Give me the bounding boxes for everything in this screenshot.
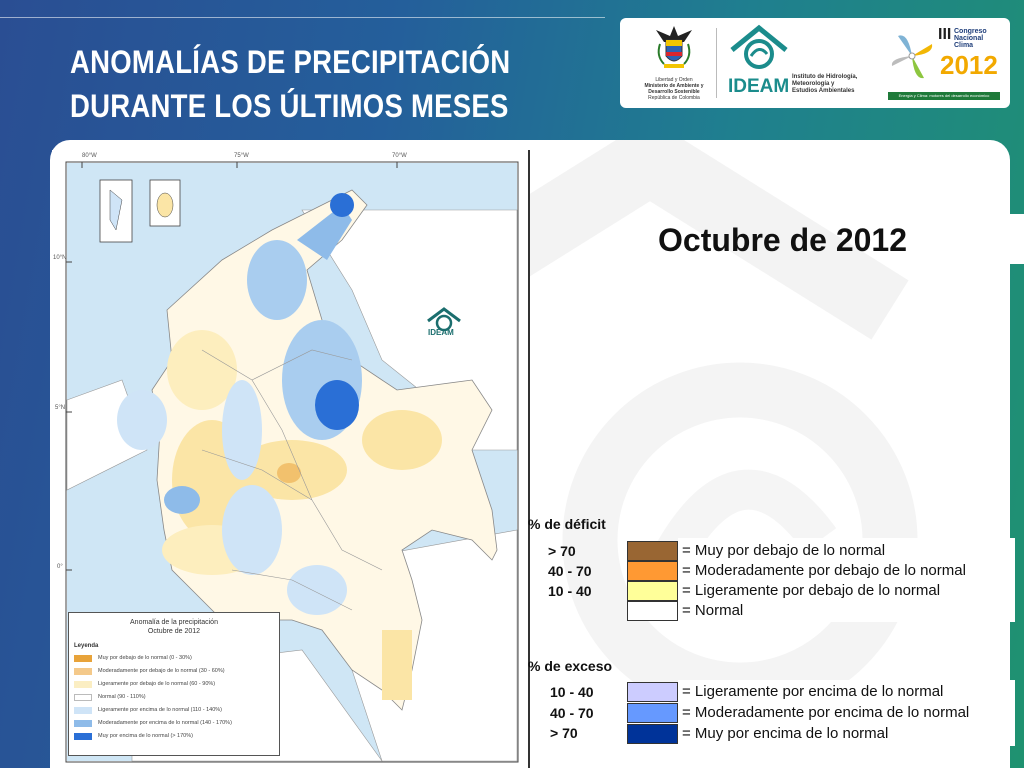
ministry-logo: Libertad y Orden Ministerio de Ambiente … xyxy=(634,22,714,106)
deficit-swatch xyxy=(627,561,678,581)
congress-line-3: Clima xyxy=(954,42,974,49)
excess-zone-7 xyxy=(287,565,347,615)
logo-bar: Libertad y Orden Ministerio de Ambiente … xyxy=(620,18,1010,108)
inner-legend-label: Normal (90 - 110%) xyxy=(98,694,146,700)
inner-legend-title: Anomalía de la precipitación xyxy=(130,619,218,626)
period-title: Octubre de 2012 xyxy=(658,222,907,258)
page-title: ANOMALÍAS DE PRECIPITACIÓN DURANTE LOS Ú… xyxy=(70,40,534,128)
colombia-anomaly-map xyxy=(65,161,519,763)
inner-legend-swatch xyxy=(74,681,92,688)
congress-tagline: Energía y Clima: motores del desarrollo … xyxy=(888,92,1000,100)
excess-swatch xyxy=(627,682,678,702)
title-line-1: ANOMALÍAS DE PRECIPITACIÓN xyxy=(70,44,511,80)
congress-roman: III xyxy=(938,26,952,43)
excess-swatch xyxy=(627,724,678,744)
map-ideam-label: IDEAM xyxy=(428,328,454,337)
excess-label-2: = Moderadamente por encima de lo normal xyxy=(682,704,970,721)
tick-lat-3: 0° xyxy=(57,564,63,570)
congress-line-1: Congreso xyxy=(954,28,987,35)
inner-legend-header: Leyenda xyxy=(74,643,99,649)
deficit-zone-5 xyxy=(277,463,301,483)
inner-legend-swatch xyxy=(74,655,92,662)
inner-legend-label: Moderadamente por encima de lo normal (1… xyxy=(98,720,232,726)
title-line-2: DURANTE LOS ÚLTIMOS MESES xyxy=(70,88,509,124)
congress-name: Congreso Nacional Clima xyxy=(954,28,987,49)
tick-lon-1: 80°W xyxy=(82,153,97,159)
excess-zone-5 xyxy=(222,485,282,575)
deficit-range-1: > 70 xyxy=(548,543,576,559)
deficit-swatch xyxy=(627,541,678,561)
congress-line-2: Nacional xyxy=(954,35,984,42)
excess-zone-1 xyxy=(297,205,352,260)
excess-swatch xyxy=(627,703,678,723)
excess-zone-4 xyxy=(222,380,262,480)
logo-divider xyxy=(716,28,717,98)
inner-legend-label: Ligeramente por debajo de lo normal (60 … xyxy=(98,681,216,687)
inset-san-andres xyxy=(99,179,133,243)
ideam-desc-line-3: Estudios Ambientales xyxy=(792,88,855,94)
deficit-zone-1 xyxy=(167,330,237,410)
inner-legend-label: Muy por debajo de lo normal (0 - 30%) xyxy=(98,655,192,661)
inner-legend-swatch xyxy=(74,707,92,714)
deficit-legend-title: % de déficit xyxy=(528,516,606,532)
excess-range-2: 40 - 70 xyxy=(550,705,594,721)
inner-legend-swatch xyxy=(74,694,92,701)
deficit-label-3: = Ligeramente por debajo de lo normal xyxy=(682,582,941,599)
excess-zone-8 xyxy=(117,390,167,450)
ideam-desc-line-2: Meteorología y xyxy=(792,81,835,87)
tick-lon-2: 75°W xyxy=(234,153,249,159)
deficit-label-2: = Moderadamente por debajo de lo normal xyxy=(682,562,966,579)
ministry-line-3: Desarrollo Sostenible xyxy=(648,89,700,95)
deficit-range-2: 40 - 70 xyxy=(548,563,592,579)
map-ideam-icon xyxy=(427,307,461,332)
tick-lon-3: 70°W xyxy=(392,153,407,159)
excess-legend-title: % de exceso xyxy=(528,658,613,674)
excess-core-2 xyxy=(315,380,359,430)
excess-core-1 xyxy=(330,193,354,217)
deficit-range-3: 10 - 40 xyxy=(548,583,592,599)
map-frame: 80°W 75°W 70°W 10°N 5°N 0° IDEAM xyxy=(52,150,530,768)
inner-legend-label: Ligeramente por encima de lo normal (110… xyxy=(98,707,223,713)
deficit-swatch xyxy=(627,581,678,601)
excess-label-1: = Ligeramente por encima de lo normal xyxy=(682,683,944,700)
inner-legend-swatch xyxy=(74,720,92,727)
deficit-label-4: = Normal xyxy=(682,602,744,619)
inner-legend-swatch xyxy=(74,733,92,740)
ideam-emblem-icon xyxy=(730,24,788,69)
deficit-label-1: = Muy por debajo de lo normal xyxy=(682,542,886,559)
department-boundaries xyxy=(201,349,383,611)
ideam-desc-line-1: Instituto de Hidrología, xyxy=(792,74,858,80)
ideam-logo: IDEAM Instituto de Hidrología, Meteorolo… xyxy=(722,22,882,106)
excess-zone-2 xyxy=(247,240,307,320)
ministry-line-2: Ministerio de Ambiente y xyxy=(644,83,704,89)
inner-legend-label: Moderadamente por debajo de lo normal (3… xyxy=(98,668,225,674)
side-tab-mark xyxy=(1010,214,1024,264)
excess-range-3: > 70 xyxy=(550,725,578,741)
excess-zone-6 xyxy=(164,486,200,514)
deficit-zone-7 xyxy=(382,630,412,700)
tick-lat-2: 5°N xyxy=(55,405,66,411)
inner-legend-subtitle: Octubre de 2012 xyxy=(147,628,201,635)
ideam-wordmark: IDEAM xyxy=(728,76,790,97)
map-inner-legend: Anomalía de la precipitación Octubre de … xyxy=(68,612,280,756)
deficit-swatch xyxy=(627,601,678,621)
inner-legend-swatch xyxy=(74,668,92,675)
coat-of-arms-icon xyxy=(656,26,692,68)
deficit-zone-3 xyxy=(362,410,442,470)
congress-logo: III Congreso Nacional Clima 2012 Energía… xyxy=(888,22,1004,106)
tick-lat-1: 10°N xyxy=(53,255,67,261)
ideam-description: Instituto de Hidrología, Meteorología y … xyxy=(792,74,857,95)
header-rule xyxy=(0,17,605,18)
inner-legend-label: Muy por encima de lo normal (> 170%) xyxy=(98,733,193,739)
ministry-line-1: Libertad y Orden xyxy=(655,77,693,83)
excess-label-3: = Muy por encima de lo normal xyxy=(682,725,889,742)
ministry-line-4: República de Colombia xyxy=(648,95,700,101)
pinwheel-icon xyxy=(891,35,933,79)
excess-range-1: 10 - 40 xyxy=(550,684,594,700)
congress-year: 2012 xyxy=(940,50,998,80)
